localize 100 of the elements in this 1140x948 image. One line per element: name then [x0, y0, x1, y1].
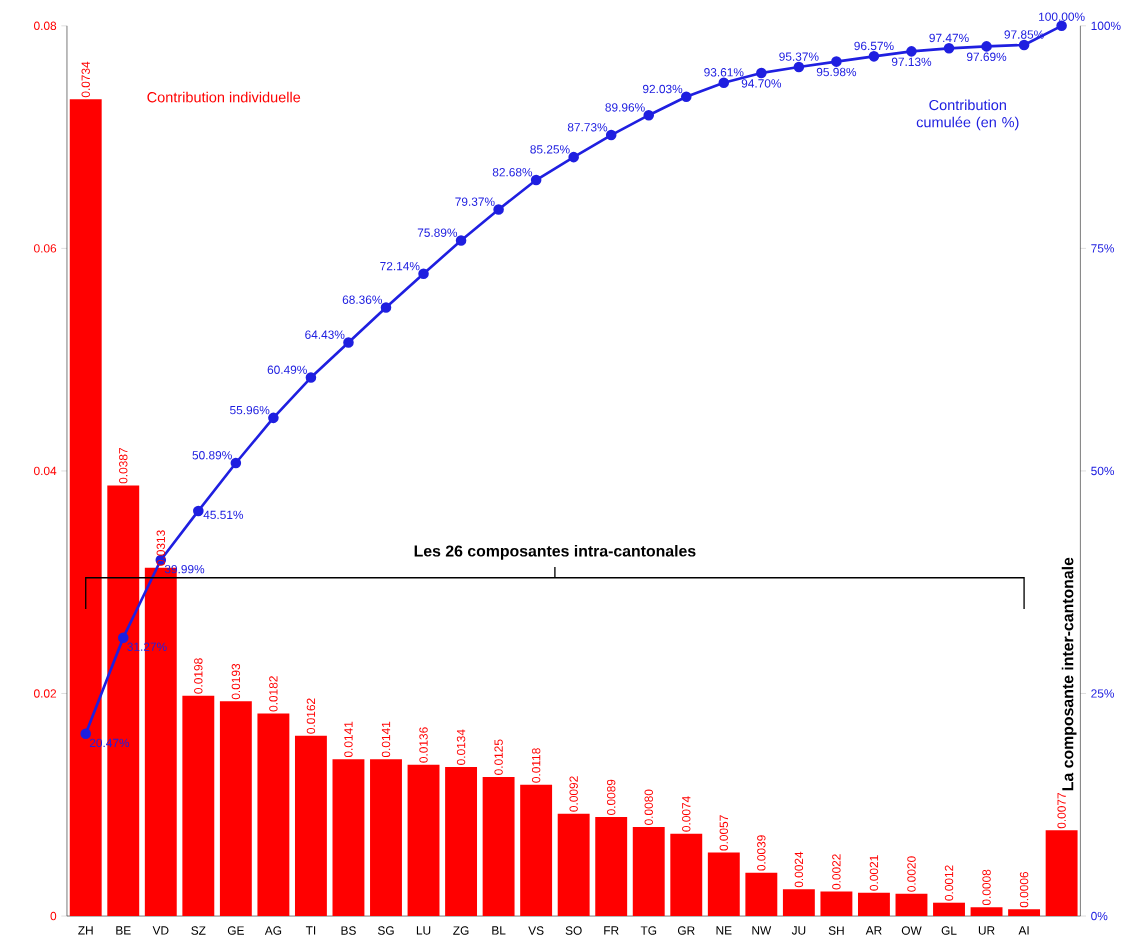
point	[230, 457, 242, 469]
data-label: 0.0057	[719, 815, 729, 851]
data-label: 45.51%	[203, 510, 244, 520]
data-label: 97.69%	[966, 52, 1007, 62]
data-label: 0.0008	[982, 869, 991, 906]
bar	[782, 889, 815, 917]
data-label: 89.96%	[605, 103, 645, 112]
y-tick-label: 0	[50, 911, 57, 921]
bar	[257, 713, 290, 917]
point	[943, 43, 955, 54]
data-label: 92.03%	[642, 84, 683, 94]
data-label: 0.0080	[644, 789, 653, 826]
data-label: 0.0182	[269, 676, 278, 712]
data-label: 60.49%	[267, 365, 307, 375]
data-label: 0.0734	[81, 61, 90, 98]
data-label: 0.0162	[306, 698, 316, 734]
bar	[370, 759, 402, 917]
x-tick-label: JU	[791, 926, 806, 935]
bar	[332, 759, 365, 917]
data-label: 0.0136	[419, 727, 428, 763]
x-tick-label: ZH	[78, 926, 93, 935]
x-tick-label: SG	[377, 926, 394, 935]
point	[756, 67, 767, 79]
x-tick-label: AI	[1018, 926, 1029, 935]
x-tick-label: BL	[492, 926, 506, 935]
data-label: 0.0020	[907, 856, 916, 892]
point	[906, 46, 917, 57]
data-label: 0.0134	[456, 729, 466, 765]
x-tick-label: VS	[528, 926, 544, 935]
data-label: 85.25%	[530, 145, 570, 154]
bar	[1008, 909, 1041, 917]
y2-tick-label: 50%	[1091, 466, 1115, 476]
data-label: 0.0006	[1019, 872, 1029, 908]
data-label: 0.0313	[156, 530, 165, 566]
bar	[632, 827, 665, 917]
bar	[482, 777, 515, 917]
data-label: 95.98%	[816, 67, 857, 77]
point	[568, 151, 579, 163]
text: Contribution cumulée (en %)	[916, 99, 1019, 131]
bar	[182, 695, 215, 917]
data-label: 0.0387	[119, 448, 128, 484]
data-label: 75.89%	[417, 228, 458, 237]
y-tick-label: 0.08	[34, 21, 57, 31]
x-tick-label: BE	[116, 926, 131, 935]
bar	[520, 784, 553, 917]
x-tick-label: SO	[565, 926, 582, 935]
data-label: 50.89%	[192, 451, 232, 460]
x-tick-label: NE	[716, 926, 732, 935]
x-tick-label: OW	[901, 926, 922, 935]
y2-tick-label: 0%	[1091, 911, 1108, 921]
data-label: 0.0021	[869, 855, 879, 891]
data-label: 82.68%	[492, 168, 533, 177]
text: Contribution individuelle	[147, 91, 301, 103]
point	[493, 204, 504, 215]
data-label: 0.0092	[569, 776, 578, 812]
data-label: 0.0039	[757, 835, 766, 871]
data-label: 72.14%	[380, 261, 420, 271]
x-tick-label: GE	[227, 926, 244, 935]
data-label: 0.0198	[194, 658, 203, 694]
point	[418, 268, 429, 280]
bar	[219, 701, 252, 917]
bar	[1045, 830, 1078, 917]
x-tick-label: GL	[941, 926, 957, 935]
data-label: 94.70%	[741, 79, 782, 88]
bar	[557, 813, 590, 917]
data-label: 64.43%	[305, 330, 345, 339]
point	[380, 302, 392, 313]
bar	[970, 907, 1003, 917]
data-label: 0.0024	[794, 851, 804, 888]
data-label: 96.57%	[854, 41, 894, 51]
bar	[745, 872, 778, 917]
point	[455, 235, 467, 246]
data-label: 93.61%	[704, 68, 744, 77]
point	[268, 412, 279, 424]
x-tick-label: FR	[604, 926, 619, 935]
x-tick-label: AG	[264, 926, 282, 935]
point	[193, 505, 204, 517]
point	[981, 41, 992, 52]
x-tick-label: ZG	[453, 926, 469, 935]
data-label: 95.37%	[779, 52, 819, 61]
x-tick-label: LU	[416, 926, 431, 935]
data-label: 79.37%	[455, 197, 495, 206]
x-tick-label: NW	[752, 926, 772, 935]
data-label: 0.0125	[494, 739, 503, 775]
point	[117, 632, 129, 644]
point	[530, 174, 542, 186]
bar	[820, 891, 853, 917]
data-label: 0.0089	[606, 779, 616, 816]
data-label: 0.0074	[682, 796, 691, 832]
data-label: 0.0141	[344, 721, 353, 758]
data-label: 87.73%	[567, 123, 608, 132]
y-tick-label: 0.02	[34, 689, 57, 698]
data-label: 68.36%	[342, 295, 383, 305]
bar	[595, 817, 628, 917]
bar	[294, 735, 327, 917]
data-label: 0.0077	[1057, 793, 1066, 829]
point	[643, 110, 655, 121]
x-tick-label: BS	[341, 926, 356, 935]
x-tick-label: GR	[677, 926, 695, 935]
annotation: La composante inter-cantonale	[1061, 557, 1077, 791]
